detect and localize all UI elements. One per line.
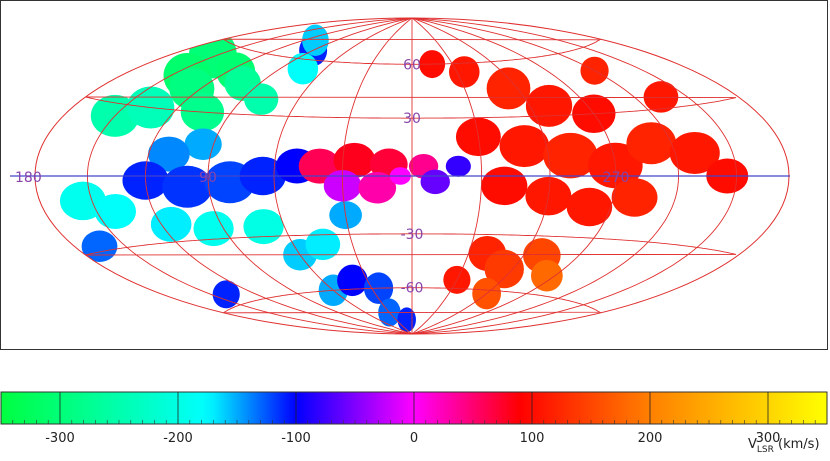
colorbar-label-unit: (km/s) <box>774 437 820 452</box>
velocity-region <box>626 122 677 165</box>
parallel-line <box>85 233 737 256</box>
velocity-region <box>302 24 329 56</box>
map-frame <box>0 0 828 350</box>
velocity-region <box>243 209 284 245</box>
parallel-line <box>85 96 737 119</box>
colorbar-label-sub: LSR <box>757 445 774 455</box>
longitude-label: 180 <box>15 170 42 186</box>
velocity-region <box>212 280 240 309</box>
colorbar-tick-label: 100 <box>520 431 545 446</box>
velocity-region <box>94 193 136 229</box>
latitude-label: 30 <box>403 111 421 127</box>
velocity-region <box>420 169 450 195</box>
velocity-region <box>287 52 319 85</box>
velocity-region <box>481 166 528 206</box>
colorbar-tick-label: -100 <box>281 431 311 446</box>
velocity-region <box>150 206 192 242</box>
velocity-region <box>566 187 613 227</box>
velocity-region <box>184 128 222 160</box>
velocity-region <box>337 264 368 297</box>
sky-map: 180 90 270 60 30 -30 -60 <box>10 17 790 335</box>
longitude-label: 270 <box>603 170 630 186</box>
velocity-region <box>669 131 720 174</box>
parallel-line <box>223 287 602 314</box>
velocity-region <box>484 249 524 289</box>
velocity-region <box>81 230 118 262</box>
colorbar-tick-label: 0 <box>410 431 418 446</box>
velocity-region <box>499 125 550 168</box>
velocity-region <box>193 211 234 247</box>
velocity-region <box>305 228 341 261</box>
parallel-line <box>223 38 602 65</box>
colorbar-tick-label: -300 <box>45 431 75 446</box>
colorbar-tick-label: -200 <box>163 431 193 446</box>
colorbar: -300 -200 -100 0 100 200 300 VLSR (km/s) <box>0 391 828 455</box>
colorbar-label: VLSR (km/s) <box>748 437 820 455</box>
coordinate-labels: 180 90 270 60 30 -30 -60 <box>15 57 629 296</box>
velocity-region <box>397 307 416 332</box>
coordinate-grid <box>10 17 790 335</box>
latitude-label: -60 <box>401 281 424 297</box>
velocity-region <box>543 132 598 179</box>
velocity-region <box>148 136 190 172</box>
colorbar-tick-label: 200 <box>638 431 663 446</box>
latitude-label: -30 <box>401 227 424 243</box>
velocity-region <box>643 81 679 113</box>
velocity-region <box>445 155 471 177</box>
latitude-label: 60 <box>403 57 421 73</box>
velocity-region <box>59 181 106 221</box>
longitude-label: 90 <box>199 170 217 186</box>
velocity-region <box>244 83 279 115</box>
velocity-region <box>525 84 573 127</box>
velocity-region <box>611 178 658 217</box>
colorbar-ticks: -300 -200 -100 0 100 200 300 <box>0 392 828 446</box>
velocity-region <box>358 171 397 204</box>
velocity-region <box>530 259 563 292</box>
velocity-region <box>486 67 531 110</box>
velocity-region <box>449 56 480 88</box>
colorbar-label-main: V <box>748 437 757 452</box>
colorbar-tick-label: 300 <box>756 431 781 446</box>
